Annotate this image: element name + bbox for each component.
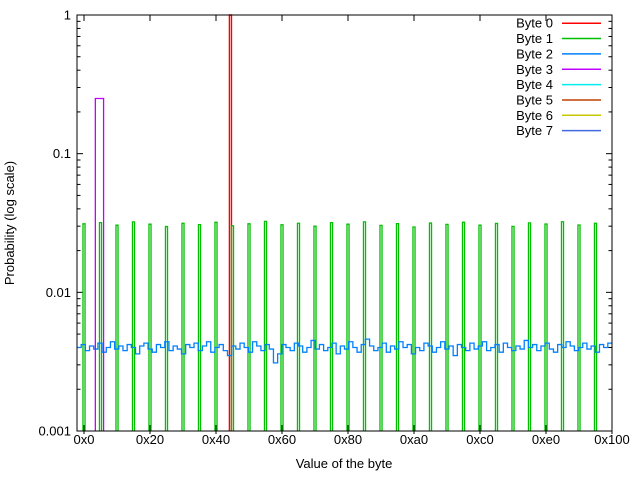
series-byte1-bar bbox=[230, 225, 235, 431]
series-byte1-bar bbox=[379, 224, 383, 431]
legend-item: Byte 4 bbox=[516, 77, 601, 92]
legend-label: Byte 5 bbox=[516, 92, 553, 107]
series-byte1-bar bbox=[346, 223, 350, 431]
series-byte1-bar bbox=[362, 221, 367, 431]
series-byte1-bar bbox=[296, 222, 301, 431]
series-byte1-bar bbox=[329, 222, 334, 431]
series-byte1-bar bbox=[544, 223, 548, 431]
series-byte1-bar bbox=[197, 223, 202, 431]
legend-label: Byte 6 bbox=[516, 108, 553, 123]
series-byte1-bar bbox=[247, 223, 251, 431]
x-tick-label: 0x20 bbox=[136, 432, 164, 447]
legend-item: Byte 2 bbox=[516, 46, 601, 61]
series-byte1-bar bbox=[511, 225, 515, 431]
series-byte1-bar bbox=[148, 223, 152, 431]
y-tick-label: 0.001 bbox=[38, 424, 71, 439]
series-byte1-bar bbox=[461, 221, 466, 431]
series-byte1-bar bbox=[313, 225, 317, 431]
series-byte1-bar bbox=[478, 224, 482, 431]
x-axis-title: Value of the byte bbox=[296, 456, 393, 471]
y-tick-label: 0.01 bbox=[46, 285, 71, 300]
series-byte1-bar bbox=[593, 222, 598, 431]
series-byte1-bar bbox=[577, 224, 581, 431]
series-byte1-bar bbox=[131, 221, 136, 431]
plot-border bbox=[76, 14, 613, 432]
legend-item: Byte 5 bbox=[516, 92, 601, 107]
series-byte1-bar bbox=[164, 225, 169, 431]
legend-label: Byte 2 bbox=[516, 46, 553, 61]
x-tick-label: 0x40 bbox=[202, 432, 230, 447]
series-byte1-bar bbox=[280, 224, 284, 431]
series-byte1-bar bbox=[428, 222, 433, 431]
series-byte1-bar bbox=[214, 221, 218, 431]
legend-label: Byte 1 bbox=[516, 31, 553, 46]
series-byte1-bar bbox=[560, 221, 565, 431]
series-byte1-bar bbox=[494, 222, 499, 431]
legend-item: Byte 6 bbox=[516, 108, 601, 123]
x-tick-label: 0xa0 bbox=[400, 432, 428, 447]
series-byte3-block bbox=[94, 97, 105, 431]
x-tick-label: 0x60 bbox=[268, 432, 296, 447]
legend-label: Byte 0 bbox=[516, 16, 553, 31]
legend-item: Byte 3 bbox=[516, 62, 601, 77]
series-byte2-noise-line bbox=[77, 338, 612, 364]
y-tick-label: 0.1 bbox=[53, 146, 71, 161]
series-byte1-bar bbox=[527, 222, 532, 431]
series-byte1-bar bbox=[181, 222, 185, 431]
x-tick-label: 0x100 bbox=[594, 432, 629, 447]
series-byte1-bar bbox=[82, 223, 86, 431]
x-tick-label: 0x80 bbox=[334, 432, 362, 447]
series-byte1-bar bbox=[412, 226, 416, 431]
y-axis-title: Probability (log scale) bbox=[2, 161, 17, 285]
series-byte1-bar bbox=[115, 224, 119, 431]
legend-label: Byte 3 bbox=[516, 62, 553, 77]
y-tick-label: 1 bbox=[64, 8, 71, 23]
x-tick-label: 0x0 bbox=[74, 432, 95, 447]
series-byte1-bar bbox=[445, 223, 449, 431]
legend-label: Byte 4 bbox=[516, 77, 553, 92]
legend-label: Byte 7 bbox=[516, 123, 553, 138]
x-tick-label: 0xe0 bbox=[532, 432, 560, 447]
series-byte1-bar bbox=[395, 222, 400, 431]
legend-item: Byte 7 bbox=[516, 123, 601, 138]
series-byte1-bar bbox=[263, 220, 268, 431]
x-tick-label: 0xc0 bbox=[466, 432, 493, 447]
series-byte1-bar bbox=[98, 222, 103, 431]
legend-item: Byte 0 bbox=[516, 16, 601, 31]
legend-item: Byte 1 bbox=[516, 31, 601, 46]
